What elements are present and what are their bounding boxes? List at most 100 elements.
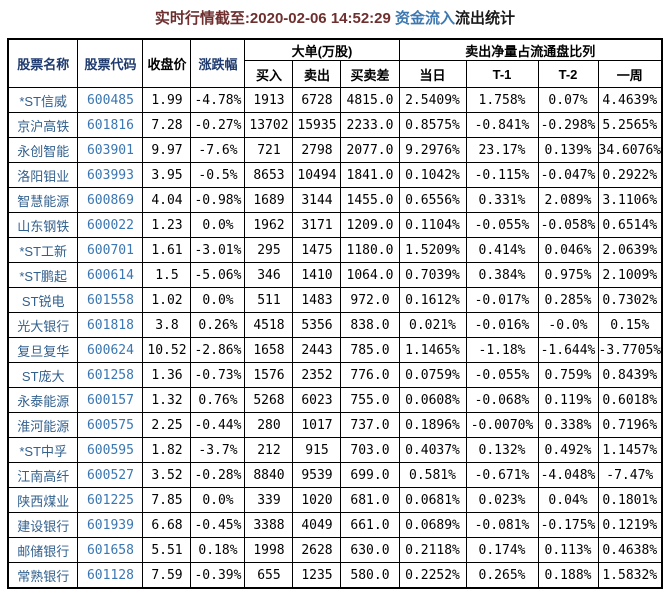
cell-buy: 1576 bbox=[244, 362, 294, 388]
cell-buy: 5268 bbox=[244, 387, 294, 413]
cell-week: 0.15% bbox=[597, 312, 663, 338]
cell-buy: 1913 bbox=[244, 87, 294, 113]
cell-buy: 212 bbox=[244, 437, 294, 463]
table-row: 永泰能源 600157 1.32 0.76% 5268 6023 755.0 0.0608% -… bbox=[7, 387, 663, 413]
cell-sell: 1017 bbox=[292, 412, 342, 438]
table-row: 光大银行 601818 3.8 0.26% 4518 5356 838.0 0.021% -0.… bbox=[7, 312, 663, 338]
cell-sell: 915 bbox=[292, 437, 342, 463]
cell-buy: 346 bbox=[244, 262, 294, 288]
cell-change: 0.26% bbox=[190, 312, 246, 338]
cell-week: 0.7196% bbox=[597, 412, 663, 438]
cell-code: 601658 bbox=[77, 537, 144, 563]
cell-t1: -0.0070% bbox=[465, 412, 539, 438]
cell-diff: 2233.0 bbox=[340, 112, 400, 138]
cell-today: 0.581% bbox=[398, 462, 467, 488]
cell-change: -3.7% bbox=[190, 437, 246, 463]
cell-code: 600614 bbox=[77, 262, 144, 288]
cell-t1: -0.115% bbox=[465, 162, 539, 188]
cell-close: 2.25 bbox=[142, 412, 192, 438]
cell-close: 1.5 bbox=[142, 262, 192, 288]
stock-flow-table: 股票名称 股票代码 收盘价 涨跌幅 大单(万股) 卖出净量占流通盘比列 买入 卖… bbox=[6, 38, 664, 589]
cell-t1: -0.017% bbox=[465, 287, 539, 313]
cell-name: 常熟银行 bbox=[7, 562, 79, 589]
cell-today: 0.0689% bbox=[398, 512, 467, 538]
cell-sell: 3144 bbox=[292, 187, 342, 213]
cell-t1: 0.265% bbox=[465, 562, 539, 589]
cell-today: 0.0759% bbox=[398, 362, 467, 388]
cell-t2: -0.175% bbox=[537, 512, 599, 538]
cell-today: 0.0608% bbox=[398, 387, 467, 413]
cell-sell: 3171 bbox=[292, 212, 342, 238]
cell-week: 5.2565% bbox=[597, 112, 663, 138]
cell-buy: 1998 bbox=[244, 537, 294, 563]
cell-diff: 1180.0 bbox=[340, 237, 400, 263]
cell-name: 建设银行 bbox=[7, 512, 79, 538]
title-inflow-highlight: 资金流入 bbox=[395, 10, 456, 27]
cell-t2: 0.119% bbox=[537, 387, 599, 413]
cell-sell: 15935 bbox=[292, 112, 342, 138]
cell-change: -5.06% bbox=[190, 262, 246, 288]
table-row: 邮储银行 601658 5.51 0.18% 1998 2628 630.0 0.2118% 0… bbox=[7, 537, 663, 563]
cell-today: 0.4037% bbox=[398, 437, 467, 463]
cell-sell: 6023 bbox=[292, 387, 342, 413]
cell-change: -3.01% bbox=[190, 237, 246, 263]
cell-diff: 776.0 bbox=[340, 362, 400, 388]
col-header-sell: 卖出 bbox=[292, 60, 342, 88]
cell-change: -0.73% bbox=[190, 362, 246, 388]
col-header-change-percent: 涨跌幅 bbox=[190, 38, 246, 88]
cell-diff: 755.0 bbox=[340, 387, 400, 413]
cell-close: 1.36 bbox=[142, 362, 192, 388]
cell-t1: -1.18% bbox=[465, 337, 539, 363]
cell-t2: 0.04% bbox=[537, 487, 599, 513]
cell-close: 9.97 bbox=[142, 137, 192, 163]
col-header-buy-sell-diff: 买卖差 bbox=[340, 60, 400, 88]
cell-close: 1.82 bbox=[142, 437, 192, 463]
cell-sell: 9539 bbox=[292, 462, 342, 488]
cell-close: 7.85 bbox=[142, 487, 192, 513]
table-row: 淮河能源 600575 2.25 -0.44% 280 1017 737.0 0.1896% -… bbox=[7, 412, 663, 438]
cell-buy: 280 bbox=[244, 412, 294, 438]
cell-change: -0.39% bbox=[190, 562, 246, 589]
cell-week: 0.6018% bbox=[597, 387, 663, 413]
cell-today: 1.1465% bbox=[398, 337, 467, 363]
cell-t2: -0.298% bbox=[537, 112, 599, 138]
cell-buy: 13702 bbox=[244, 112, 294, 138]
cell-t2: 0.975% bbox=[537, 262, 599, 288]
col-header-today: 当日 bbox=[398, 60, 467, 88]
cell-code: 601258 bbox=[77, 362, 144, 388]
cell-today: 1.5209% bbox=[398, 237, 467, 263]
cell-code: 601939 bbox=[77, 512, 144, 538]
col-header-stock-code: 股票代码 bbox=[77, 38, 144, 88]
cell-name: *ST中孚 bbox=[7, 437, 79, 463]
cell-t2: 0.113% bbox=[537, 537, 599, 563]
cell-sell: 2443 bbox=[292, 337, 342, 363]
cell-sell: 2798 bbox=[292, 137, 342, 163]
cell-t2: 0.759% bbox=[537, 362, 599, 388]
cell-t2: 0.338% bbox=[537, 412, 599, 438]
cell-buy: 339 bbox=[244, 487, 294, 513]
cell-diff: 972.0 bbox=[340, 287, 400, 313]
cell-today: 0.1612% bbox=[398, 287, 467, 313]
cell-buy: 721 bbox=[244, 137, 294, 163]
cell-diff: 785.0 bbox=[340, 337, 400, 363]
cell-week: -7.47% bbox=[597, 462, 663, 488]
cell-code: 600701 bbox=[77, 237, 144, 263]
cell-sell: 2352 bbox=[292, 362, 342, 388]
cell-today: 0.2118% bbox=[398, 537, 467, 563]
table-row: ST锐电 601558 1.02 0.0% 511 1483 972.0 0.1612% -0.… bbox=[7, 287, 663, 313]
cell-close: 10.52 bbox=[142, 337, 192, 363]
table-header: 股票名称 股票代码 收盘价 涨跌幅 大单(万股) 卖出净量占流通盘比列 买入 卖… bbox=[7, 38, 663, 88]
cell-today: 0.1042% bbox=[398, 162, 467, 188]
cell-code: 601816 bbox=[77, 112, 144, 138]
cell-t2: -0.058% bbox=[537, 212, 599, 238]
cell-today: 9.2976% bbox=[398, 137, 467, 163]
cell-close: 5.51 bbox=[142, 537, 192, 563]
cell-t2: 0.188% bbox=[537, 562, 599, 589]
cell-name: 山东钢铁 bbox=[7, 212, 79, 238]
cell-code: 601558 bbox=[77, 287, 144, 313]
cell-t1: -0.016% bbox=[465, 312, 539, 338]
cell-t1: 0.331% bbox=[465, 187, 539, 213]
cell-today: 0.1104% bbox=[398, 212, 467, 238]
cell-t2: 0.046% bbox=[537, 237, 599, 263]
cell-change: 0.0% bbox=[190, 212, 246, 238]
